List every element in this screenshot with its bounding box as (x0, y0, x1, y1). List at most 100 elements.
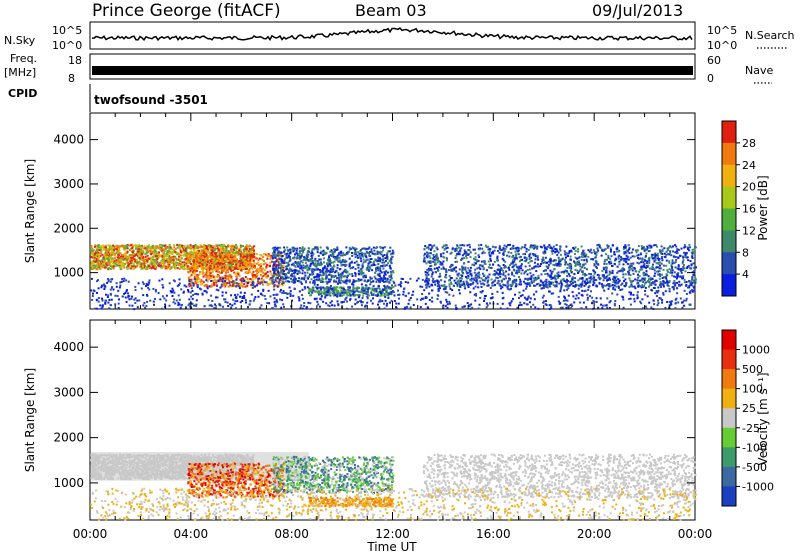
echo-cell (574, 249, 577, 252)
echo-cell (329, 294, 332, 297)
echo-cell (153, 259, 156, 261)
echo-cell (145, 252, 148, 255)
echo-cell (558, 258, 561, 261)
echo-cell (445, 270, 448, 273)
echo-cell (178, 260, 181, 263)
nsky-strip: N.Sky 10^5 10^0 10^5 10^0 N.Search (4, 21, 795, 52)
echo-cell (360, 288, 363, 290)
echo-cell (100, 252, 102, 255)
echo-cell (172, 257, 175, 260)
echo-cell (210, 252, 213, 255)
echo-cell (476, 260, 479, 263)
echo-cell (139, 251, 142, 254)
echo-cell (194, 281, 197, 284)
echo-cell (151, 258, 154, 261)
echo-cell (248, 269, 251, 271)
echo-cell (447, 269, 450, 272)
echo-cell (163, 262, 166, 265)
echo-cell (422, 260, 425, 263)
echo-cell (659, 281, 662, 283)
echo-cell (242, 256, 245, 259)
echo-cell (656, 252, 659, 255)
echo-cell (310, 262, 312, 265)
echo-cell (383, 281, 385, 283)
echo-cell (465, 255, 467, 257)
echo-cell (201, 256, 204, 259)
echo-cell (332, 270, 334, 273)
echo-cell (660, 262, 663, 265)
echo-cell (691, 255, 694, 258)
echo-cell (611, 269, 614, 272)
echo-cell (670, 246, 673, 249)
echo-cell (135, 259, 138, 262)
echo-cell (378, 275, 381, 277)
echo-cell (368, 279, 371, 282)
echo-cell (512, 254, 515, 257)
echo-cell (228, 279, 231, 282)
echo-cell (200, 251, 203, 254)
echo-cell (518, 260, 521, 263)
echo-cell (182, 250, 185, 253)
echo-cell (211, 246, 214, 249)
echo-cell (222, 261, 225, 263)
echo-cell (459, 244, 462, 247)
echo-cell (357, 256, 360, 259)
echo-cell (604, 269, 607, 272)
echo-cell (504, 247, 507, 250)
echo-cell (214, 261, 217, 264)
echo-cell (286, 276, 289, 279)
echo-cell (354, 250, 357, 253)
echo-cell (100, 262, 103, 265)
echo-cell (537, 274, 540, 277)
echo-cell (540, 246, 543, 249)
echo-cell (236, 260, 239, 263)
echo-cell (312, 287, 315, 290)
echo-cell (109, 257, 112, 260)
echo-cell (555, 281, 558, 284)
echo-cell (499, 275, 502, 278)
echo-cell (504, 277, 507, 280)
echo-cell (300, 266, 303, 269)
echo-cell (294, 265, 297, 268)
echo-cell (606, 244, 609, 247)
echo-cell (277, 272, 280, 275)
echo-cell (281, 275, 284, 278)
echo-cell (194, 248, 197, 251)
echo-cell (215, 262, 218, 265)
echo-cell (534, 255, 537, 258)
echo-cell (227, 255, 230, 258)
echo-cell (219, 247, 222, 250)
echo-cell (380, 294, 383, 297)
echo-cell (180, 251, 183, 254)
echo-cell (198, 265, 201, 268)
echo-cell (199, 244, 202, 247)
echo-cell (122, 255, 124, 258)
echo-cell (525, 250, 528, 253)
echo-cell (216, 247, 219, 250)
echo-cell (616, 265, 619, 268)
echo-cell (323, 251, 326, 254)
echo-cell (232, 250, 234, 253)
echo-cell (200, 266, 203, 269)
echo-cell (273, 285, 276, 288)
echo-cell (218, 262, 221, 265)
echo-cell (322, 271, 325, 274)
echo-cell (125, 247, 127, 250)
echo-cell (102, 245, 105, 248)
echo-cell (348, 279, 351, 282)
echo-cell (536, 247, 539, 250)
echo-cell (276, 249, 279, 252)
echo-cell (362, 258, 365, 261)
echo-cell (614, 259, 616, 262)
echo-cell (438, 266, 441, 269)
echo-cell (141, 244, 143, 247)
echo-cell (485, 269, 488, 272)
echo-cell (235, 243, 237, 246)
echo-cell (253, 274, 256, 277)
echo-cell (643, 259, 646, 262)
echo-cell (350, 293, 353, 296)
echo-cell (253, 282, 255, 285)
echo-cell (347, 279, 350, 282)
echo-cell (209, 260, 212, 263)
echo-cell (478, 248, 481, 251)
